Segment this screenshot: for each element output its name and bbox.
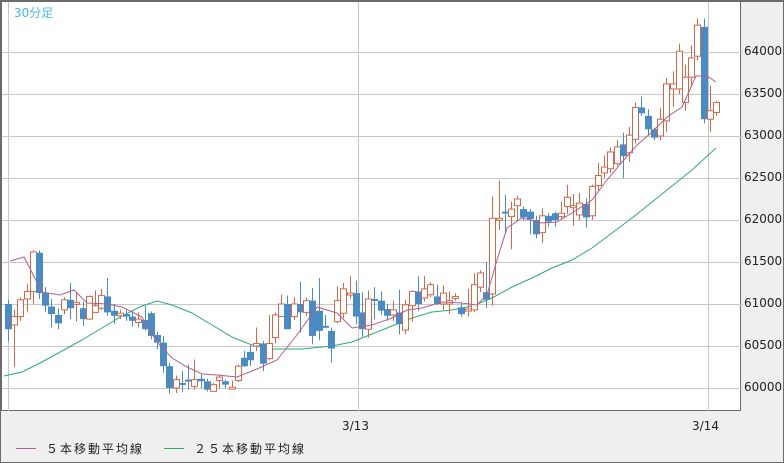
y-tick-label: 61000 [744,296,783,310]
y-tick-label: 62000 [744,212,783,226]
x-tick-label: 3/13 [342,419,369,433]
ma5-swatch-icon [16,448,36,449]
timeframe-label: 30分足 [14,6,54,20]
y-tick-label: 60000 [744,380,783,394]
legend-item-ma5: ５本移動平均線 [16,440,144,457]
y-tick-label: 63500 [744,86,783,100]
ma25-swatch-icon [164,448,185,449]
y-tick-label: 64000 [744,44,783,58]
y-tick-label: 61500 [744,254,783,268]
y-tick-label: 62500 [744,170,783,184]
legend-label: ２５本移動平均線 [194,442,307,456]
candlestick-chart [2,2,743,411]
legend-label: ５本移動平均線 [46,442,145,456]
plot-area [0,2,743,411]
x-tick-label: 3/14 [692,419,719,433]
chart-legend: ５本移動平均線 ２５本移動平均線 [16,440,326,457]
legend-item-ma25: ２５本移動平均線 [164,440,306,457]
y-tick-label: 63000 [744,128,783,142]
y-tick-label: 60500 [744,338,783,352]
